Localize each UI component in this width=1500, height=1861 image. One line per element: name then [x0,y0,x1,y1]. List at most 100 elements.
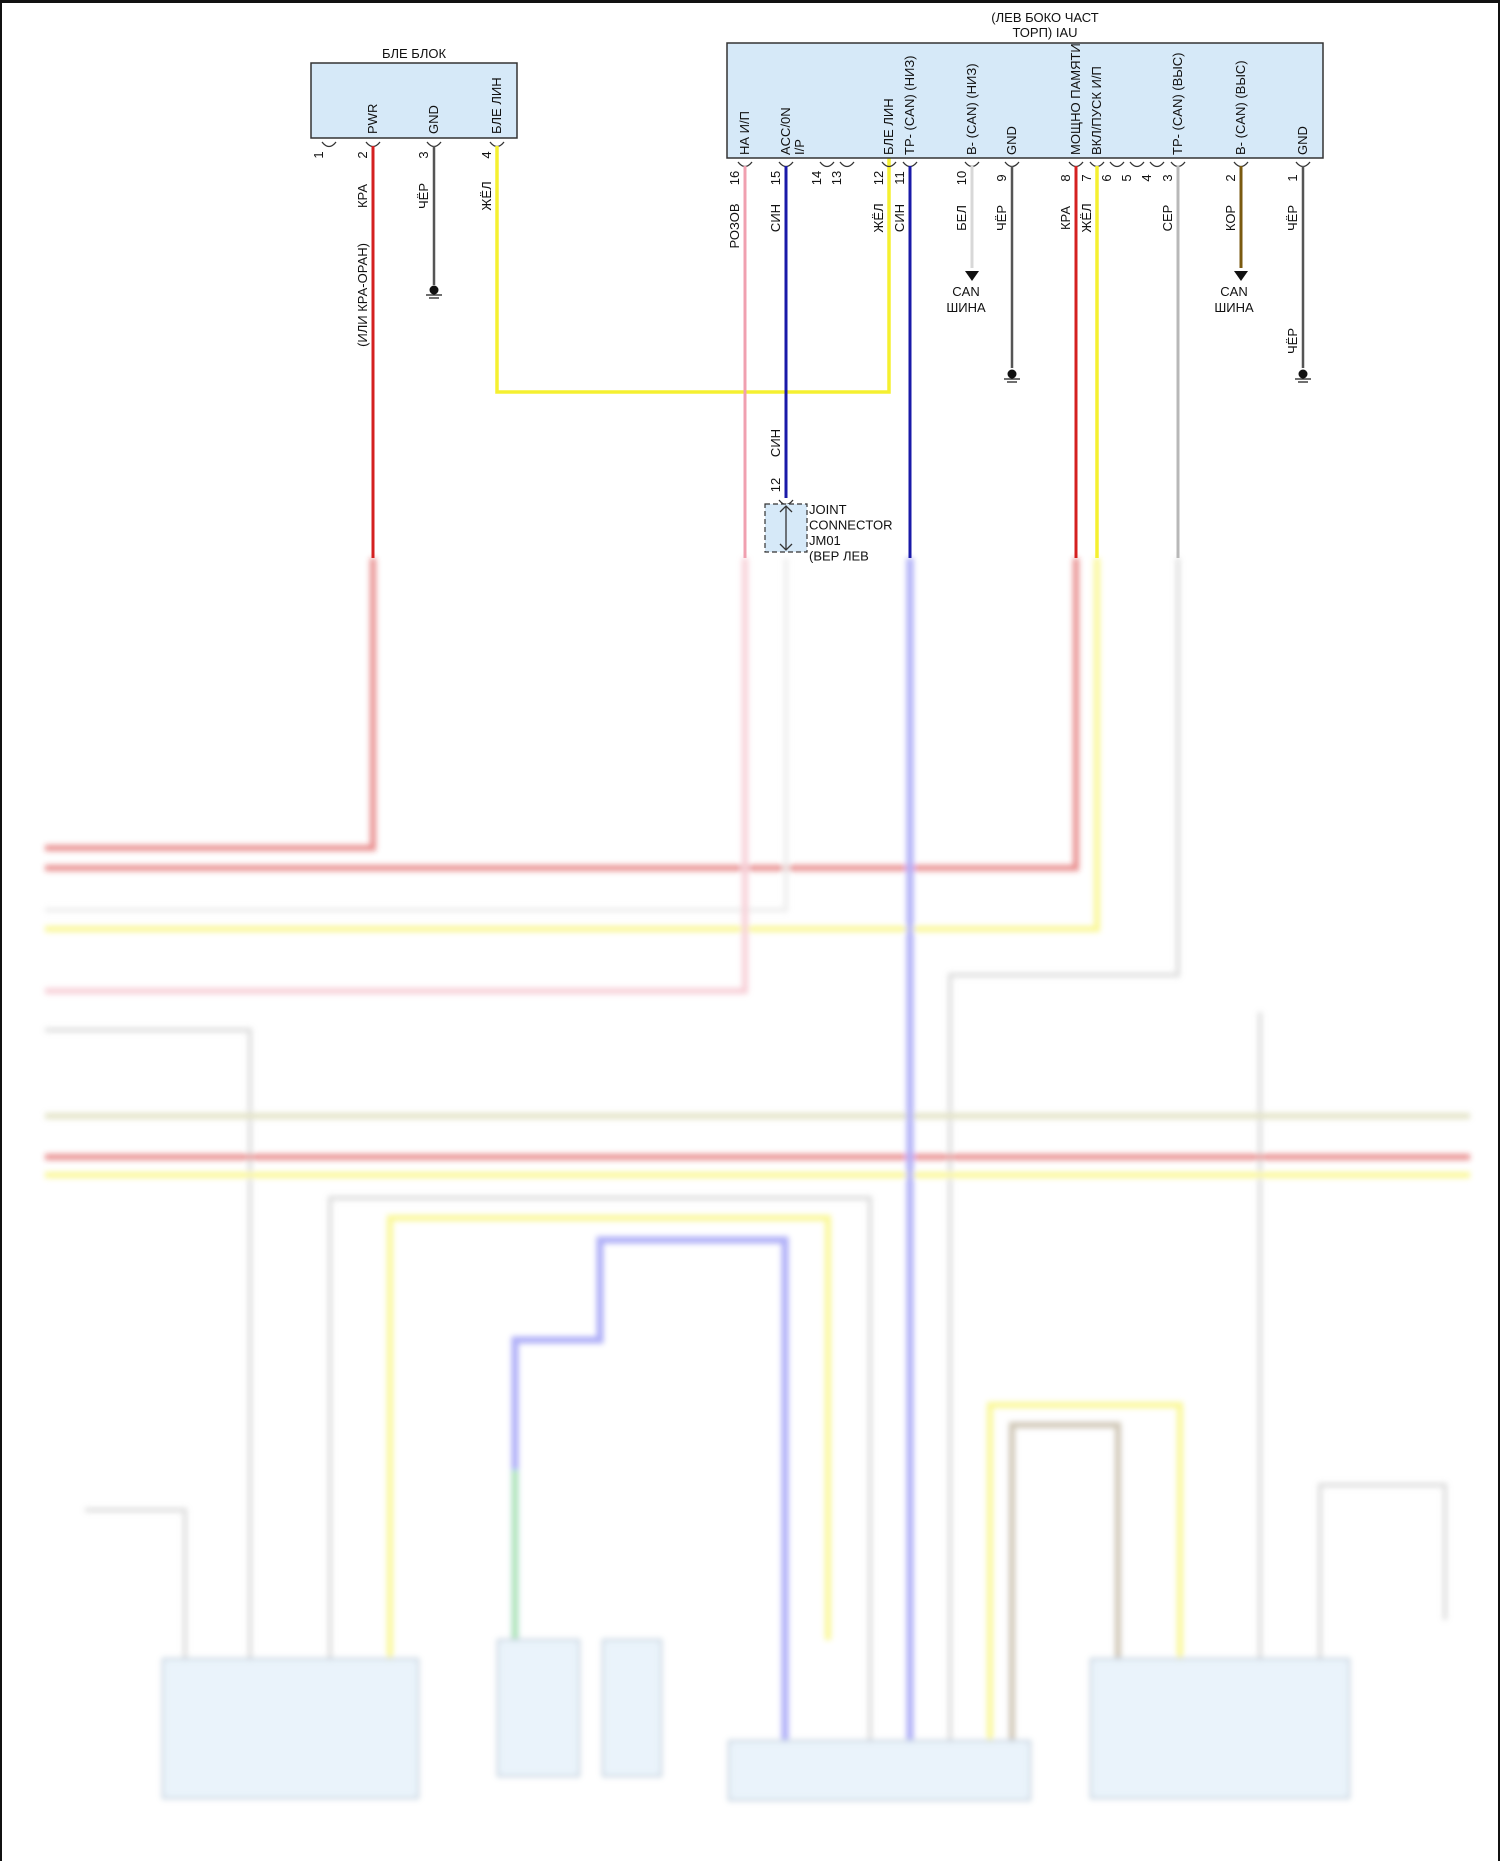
joint-wire-color-label: СИН [768,429,783,457]
joint-connector-arrows-icon [779,505,793,551]
blurred-lower-diagram [45,558,1470,1801]
iau-pin-name: БЛЕ ЛИН [881,98,896,155]
connector-box [162,1658,419,1799]
can-bus-label: ШИНА [946,300,986,315]
iau-wire-color-label: ЧЁР [994,205,1009,231]
wire-ble-line-yellow [495,146,891,394]
iau-pin-name: НА И/П [737,111,752,155]
iau-pin-number: 11 [892,171,907,185]
pin-socket-icon [1129,161,1145,168]
ble-wire-color-label: ЖЁЛ [479,181,494,210]
iau-pin-number: 15 [768,171,783,185]
wire [948,558,1180,1756]
iau-pin-number: 9 [994,174,1009,181]
iau-wire-color-label: ЖЁЛ [1079,203,1094,232]
iau-pin-number: 1 [1285,174,1300,181]
iau-pin-name: GND [1004,126,1019,155]
pin-socket-icon [321,141,337,148]
iau-pin-number: 16 [727,171,742,185]
can-bus-label: CAN [1220,284,1247,299]
wire [85,1508,187,1659]
iau-pin-number: 6 [1099,174,1114,181]
pin-socket-icon [365,141,381,148]
iau-wire-color-label: СИН [892,204,907,232]
can-bus-label: ШИНА [1214,300,1254,315]
iau-pin-name: GND [1295,126,1310,155]
iau-pin-name: В- (CAN) (ВЫС) [1233,60,1248,155]
iau-pin-number: 3 [1160,174,1175,181]
ble-block-box [310,62,518,139]
iau-wire-color-label: СИН [768,204,783,232]
pin-socket-icon [1295,161,1311,168]
iau-wire-color-label: БЕЛ [954,205,969,231]
pin-socket-icon [902,161,918,168]
wire [45,558,748,994]
iau-pin-name: I/P [792,139,807,155]
ble-pin-number: 3 [416,151,431,158]
wire [45,558,788,912]
iau-pin-number: 10 [954,171,969,185]
iau-pin-name: ТР- (CAN) (ВЫС) [1170,53,1185,156]
joint-connector-label: (ВЕР ЛЕВ [809,549,869,564]
iau-wire-color-label: ЖЁЛ [871,203,886,232]
iau-pin-number: 13 [829,171,844,185]
connector-box [602,1639,662,1777]
iau-wire-color-label: ЧЁР [1285,328,1300,354]
pin-socket-icon [737,161,753,168]
connector-box [497,1639,580,1777]
ble-pin-name: GND [426,105,441,134]
wire [511,1236,789,1741]
joint-connector-label: CONNECTOR [809,518,893,533]
wire [987,1402,1183,1741]
ground-icon [1007,369,1017,379]
iau-pin-number: 5 [1119,174,1134,181]
iau-pin-number: 4 [1139,174,1154,181]
iau-pin-number: 7 [1079,174,1094,181]
ble-pin-name: БЛЕ ЛИН [489,77,504,134]
connector-box [728,1740,1031,1801]
pin-socket-icon [778,161,794,168]
arrow-down-icon [1234,271,1248,281]
iau-pin-name: В- (CAN) (НИЗ) [964,63,979,155]
ble-pin-number: 4 [479,151,494,158]
ble-pin-number: 2 [355,151,370,158]
ground-icon [429,285,439,295]
ble-wire-color-label: КРА [355,184,370,208]
ble-wire-color-label: ЧЁР [416,183,431,209]
can-bus-label: CAN [952,284,979,299]
iau-wire-color-label: КРА [1058,206,1073,230]
joint-connector-label: JOINT [809,502,847,517]
pin-socket-icon [1170,161,1186,168]
pin-socket-icon [964,161,980,168]
ground-icon [1298,369,1308,379]
iau-wire-color-label: СЕР [1160,205,1175,232]
ble-pin-number: 1 [311,151,326,158]
pin-socket-icon [489,141,505,148]
iau-pin-name: ВКЛ/ПУСК И/П [1089,66,1104,155]
iau-wire-color-label: ЧЁР [1285,205,1300,231]
wire [1318,1483,1447,1659]
iau-pin-number: 8 [1058,174,1073,181]
iau-pin-number: 14 [809,171,824,185]
wire [45,558,1100,932]
ble-pin-name: PWR [365,104,380,134]
pin-socket-icon [881,161,897,168]
pin-socket-icon [1004,161,1020,168]
wire [45,1028,252,1659]
pin-socket-icon [1149,161,1165,168]
pin-socket-icon [1089,161,1105,168]
pin-socket-icon [1233,161,1249,168]
iau-pin-name: ТР- (CAN) (НИЗ) [902,55,917,155]
iau-pin-name: ACC/0N [778,107,793,155]
ble-block-title: БЛЕ БЛОК [382,46,447,61]
pin-socket-icon [1068,161,1084,168]
pin-socket-icon [839,161,855,168]
iau-title: (ЛЕВ БОКО ЧАСТ [991,10,1098,25]
wire [1009,1422,1121,1741]
ble-wire-alt-color-label: (ИЛИ КРА-ОРАН) [355,243,370,347]
iau-wire-color-label: КОР [1223,205,1238,231]
wire [328,1196,872,1741]
connector-box [1090,1658,1350,1799]
joint-pin-number: 12 [768,478,783,492]
